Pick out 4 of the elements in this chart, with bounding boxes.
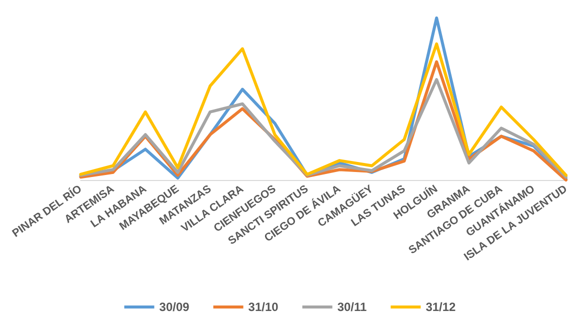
- legend-label: 30/11: [337, 300, 368, 314]
- legend-label: 31/12: [426, 300, 456, 314]
- legend-label: 30/09: [159, 300, 190, 314]
- legend-label: 31/10: [248, 300, 279, 314]
